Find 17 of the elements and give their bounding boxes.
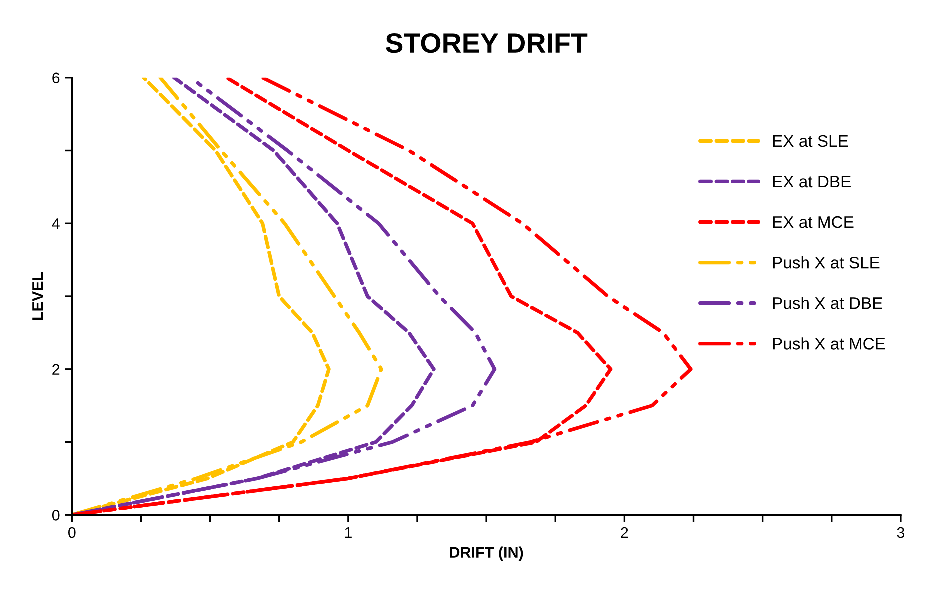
x-axis-title: DRIFT (IN) (450, 546, 524, 561)
x-tick-label: 3 (897, 527, 905, 538)
y-tick-label: 6 (52, 72, 60, 84)
x-tick-label: 0 (68, 527, 76, 538)
y-tick-label: 0 (52, 510, 60, 521)
legend-label: EX at DBE (773, 176, 851, 188)
y-tick-label: 2 (52, 364, 60, 375)
legend-label: EX at MCE (773, 216, 854, 228)
legend-label: Push X at DBE (773, 297, 882, 310)
legend-label: Push X at SLE (773, 256, 880, 269)
chart-title: STOREY DRIFT (386, 33, 588, 54)
legend-label: EX at SLE (773, 135, 848, 148)
y-tick-label: 4 (52, 218, 60, 230)
x-tick-label: 1 (345, 528, 352, 538)
y-axis-title: LEVEL (32, 272, 44, 320)
legend-label: Push X at MCE (773, 338, 886, 350)
x-tick-label: 2 (621, 527, 628, 538)
